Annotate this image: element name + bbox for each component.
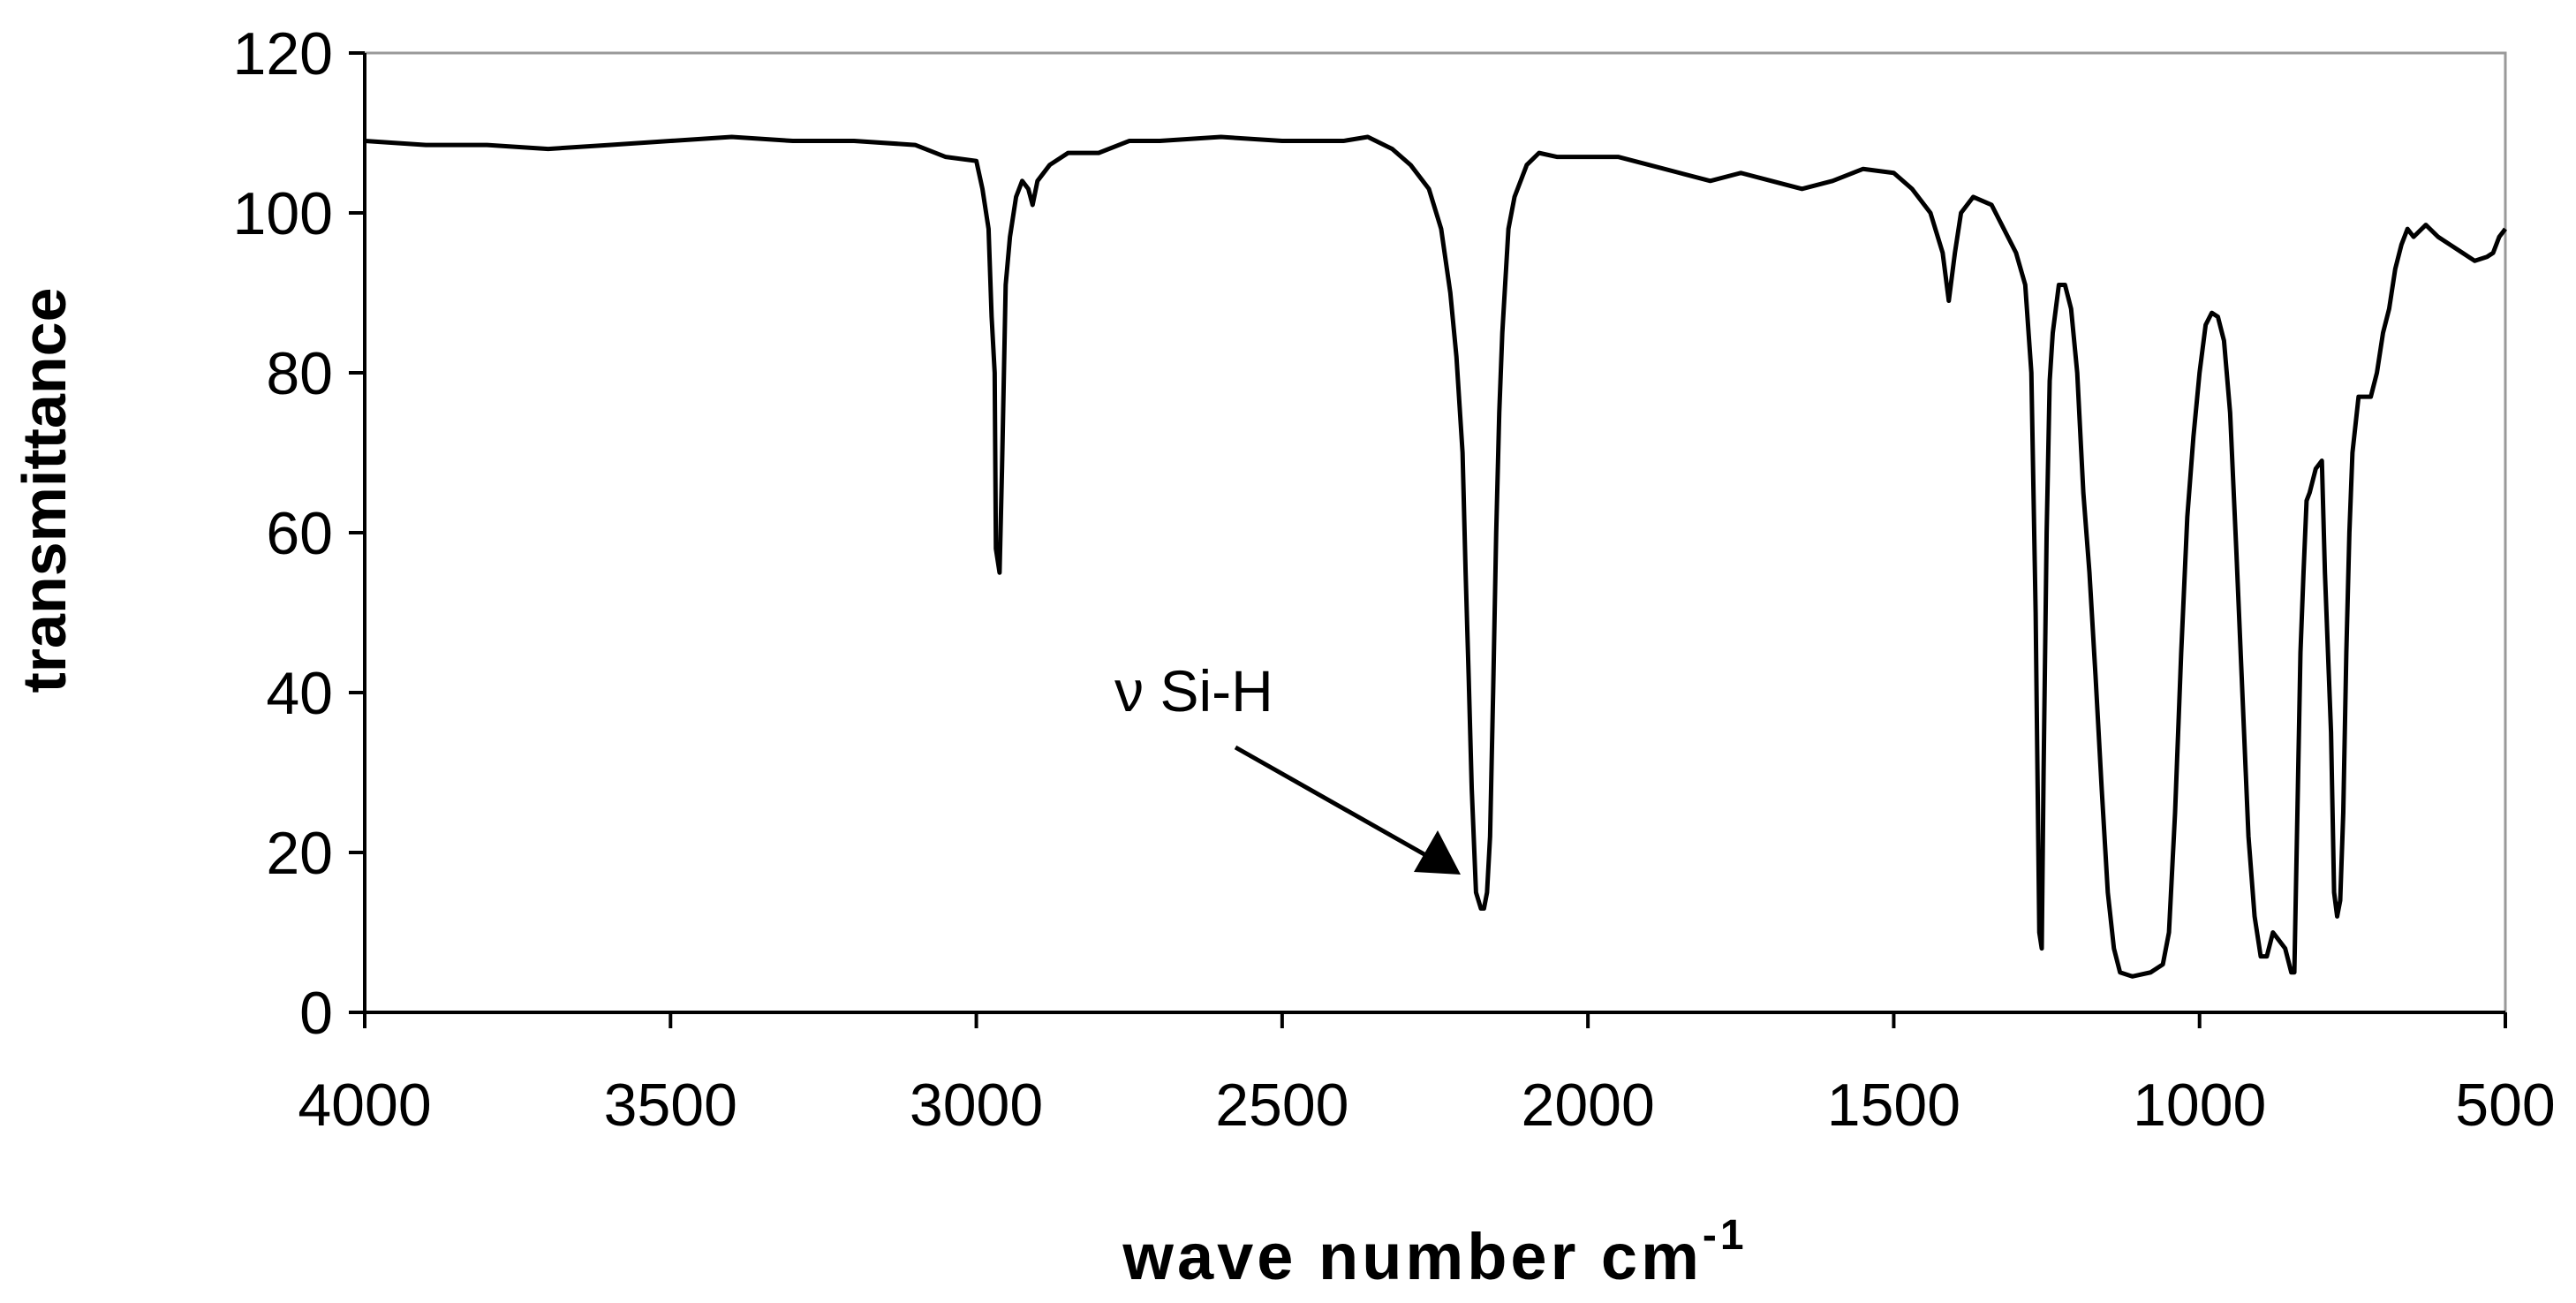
y-tick-label: 80: [266, 340, 333, 407]
x-tick-label: 1500: [1827, 1072, 1960, 1139]
y-tick-label: 120: [233, 20, 333, 87]
x-tick-label: 3000: [910, 1072, 1043, 1139]
y-tick-label: 60: [266, 500, 333, 567]
x-tick-label: 2500: [1215, 1072, 1348, 1139]
y-tick-label: 40: [266, 660, 333, 727]
spectrum-line: [364, 134, 2507, 979]
y-tick-label: 20: [266, 820, 333, 887]
x-tick-label: 4000: [298, 1072, 431, 1139]
x-tick-label: 500: [2455, 1072, 2555, 1139]
x-tick-label: 2000: [1522, 1072, 1655, 1139]
annotation-arrow: [1234, 745, 1431, 860]
annotation-arrowhead: [1414, 830, 1461, 875]
x-tick-label: 3500: [604, 1072, 737, 1139]
y-axis-label: transmittance: [10, 287, 79, 693]
annotation: ν Si-H: [1114, 658, 1273, 723]
x-axis-label-text: wave number cm: [1122, 1220, 1702, 1293]
x-axis-label-superscript: -1: [1703, 1212, 1748, 1259]
x-tick-label: 1000: [2133, 1072, 2266, 1139]
y-tick-label: 100: [233, 180, 333, 247]
x-axis-label: wave number cm-1: [1122, 1212, 1747, 1293]
y-tick-label: 0: [299, 980, 333, 1047]
